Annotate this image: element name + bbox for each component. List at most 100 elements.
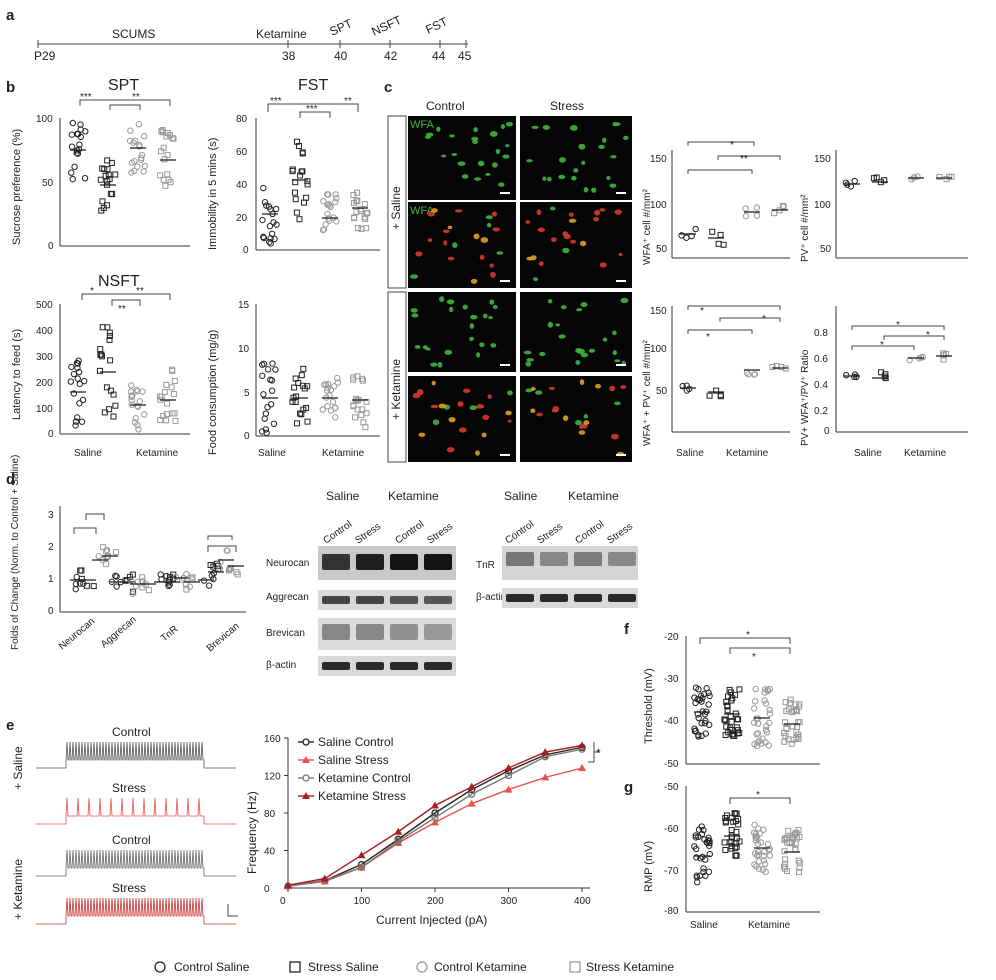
food-xlabel: Saline <box>258 448 286 459</box>
data-point <box>323 387 331 394</box>
micrograph-ketamine-control-merge <box>408 376 516 462</box>
data-point <box>362 424 369 431</box>
cell-signal <box>526 159 533 163</box>
micrograph-row-ketamine: + Ketamine <box>389 359 403 420</box>
cell-signal <box>570 125 578 131</box>
data-point <box>261 199 269 206</box>
fi-legend-label: Ketamine Stress <box>318 789 406 803</box>
panel-label-e: e <box>6 717 14 734</box>
cell-signal <box>579 425 584 429</box>
data-point <box>289 398 296 405</box>
data-point <box>734 730 741 737</box>
cell-signal <box>594 209 601 216</box>
cell-signal <box>579 240 587 247</box>
data-point <box>695 733 702 740</box>
data-point <box>695 714 702 722</box>
data-point <box>692 834 700 841</box>
timeline-spt: SPT <box>327 16 355 39</box>
cell-signal <box>542 176 547 181</box>
data-point <box>751 740 758 748</box>
data-point <box>881 177 888 184</box>
data-point <box>134 421 141 429</box>
data-point <box>844 181 851 188</box>
c4-ytick: 0.2 <box>814 406 828 417</box>
c3-ylabel: WFA⁺ + PV⁺ cell #/mm² <box>642 339 653 446</box>
blot2-header: Saline <box>504 489 538 503</box>
cell-signal <box>496 251 504 255</box>
data-point <box>157 417 164 424</box>
data-point <box>700 865 707 872</box>
data-point <box>73 573 80 581</box>
data-point <box>272 205 280 213</box>
c4-sig-bracket <box>851 325 945 350</box>
cell-signal <box>431 380 436 386</box>
fi-legend-marker <box>302 756 310 763</box>
data-point <box>71 163 78 171</box>
fi-xlabel: Current Injected (pA) <box>376 913 487 927</box>
data-point <box>781 738 788 745</box>
fi-legend-label: Ketamine Control <box>318 771 411 785</box>
data-point <box>83 582 90 589</box>
fi-legend-marker <box>302 774 310 782</box>
data-point <box>694 879 701 886</box>
nsft-ytick: 200 <box>36 378 53 389</box>
data-point <box>722 846 729 853</box>
data-point <box>72 580 80 588</box>
c3-xlabel: Saline <box>676 448 704 459</box>
cell-signal <box>490 343 497 348</box>
data-point <box>141 411 148 418</box>
data-point <box>164 171 171 178</box>
c3-sig: * <box>706 332 710 343</box>
cell-signal <box>591 187 597 193</box>
data-point <box>351 214 358 221</box>
fi-point <box>578 741 586 749</box>
data-point <box>304 418 311 425</box>
data-point <box>224 547 231 554</box>
group-legend: Control Saline Stress Saline Control Ket… <box>154 960 674 974</box>
spt-ylabel: Sucrose preference (%) <box>11 129 23 245</box>
data-point <box>98 353 105 360</box>
blot1-membrane-aggrecan <box>318 590 456 610</box>
cell-signal <box>538 261 544 267</box>
data-point <box>298 411 305 418</box>
trace-label: Control <box>112 725 151 739</box>
data-point <box>753 731 760 738</box>
cell-signal <box>410 308 418 313</box>
fi-sig: * <box>596 746 601 760</box>
data-point <box>733 843 740 850</box>
data-point <box>760 826 767 833</box>
data-point <box>327 386 335 394</box>
cell-signal <box>438 403 447 409</box>
cell-signal <box>479 254 485 260</box>
nsft-sig: ** <box>118 304 126 315</box>
fi-ytick-label: 160 <box>264 734 281 745</box>
data-point <box>330 383 338 390</box>
cell-signal <box>561 305 567 310</box>
cell-signal <box>473 233 480 240</box>
data-point <box>782 699 789 706</box>
blot-band <box>608 594 636 602</box>
data-point <box>325 191 332 198</box>
d-ytick: 3 <box>48 510 54 521</box>
fi-point <box>467 782 476 790</box>
data-point <box>691 843 698 850</box>
data-point <box>234 571 241 578</box>
d-ytick: 2 <box>48 542 54 553</box>
data-point <box>723 818 730 825</box>
data-point <box>350 200 357 207</box>
fi-point <box>394 839 403 846</box>
cell-signal <box>446 299 455 305</box>
data-point <box>130 139 137 146</box>
c1-sig-bracket <box>687 141 781 174</box>
data-point <box>754 730 762 737</box>
data-point <box>72 585 79 593</box>
data-point <box>721 839 728 846</box>
data-point <box>842 179 850 187</box>
data-point <box>362 215 369 222</box>
fi-point <box>431 814 439 822</box>
data-point <box>796 701 803 708</box>
data-point <box>97 346 104 353</box>
data-point <box>135 121 143 128</box>
c2-ytick: 100 <box>814 200 831 211</box>
